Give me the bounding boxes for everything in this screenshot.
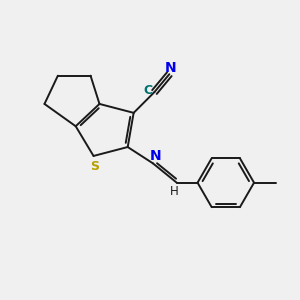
Text: C: C xyxy=(143,84,152,97)
Text: S: S xyxy=(91,160,100,173)
Text: N: N xyxy=(165,61,177,75)
Text: H: H xyxy=(170,185,179,198)
Text: N: N xyxy=(149,149,161,163)
